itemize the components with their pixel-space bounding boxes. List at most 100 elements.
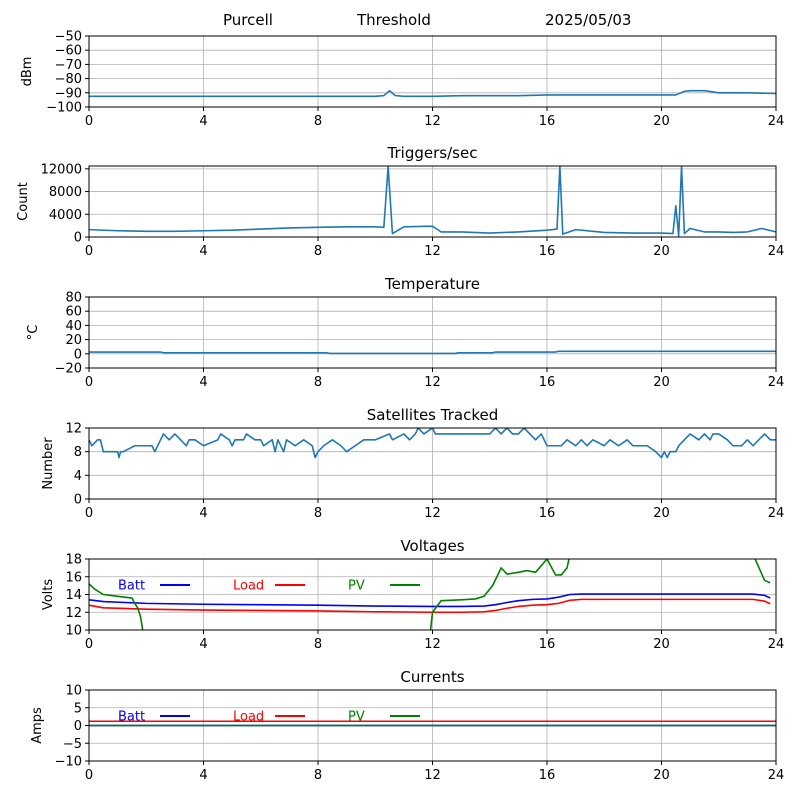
chart-panel-4: 0 4 8 12 16 20 24 10 12 14 16 18 Volts Voltages Batt Lo…: [41, 537, 784, 652]
x-tick-label: 20: [653, 244, 670, 259]
x-tick-label: 8: [314, 375, 322, 390]
y-axis-label: Amps: [30, 707, 45, 744]
x-tick-label: 0: [85, 375, 93, 390]
x-tick-label: 4: [199, 506, 207, 521]
x-tick-label: 8: [314, 506, 322, 521]
x-tick-label: 8: [314, 637, 322, 652]
x-tick-label: 0: [85, 114, 93, 129]
y-tick-label: 12: [65, 606, 82, 621]
y-tick-label: 0: [74, 347, 82, 362]
y-axis-label: dBm: [20, 57, 35, 87]
legend-label-batt: Batt: [118, 710, 145, 725]
x-tick-label: 12: [424, 506, 441, 521]
y-axis-label: °C: [26, 325, 41, 341]
x-tick-label: 24: [768, 375, 785, 390]
x-tick-label: 4: [199, 637, 207, 652]
series-line-pv: [89, 559, 771, 630]
y-tick-label: −70: [55, 58, 82, 73]
chart-panel-1: 0 4 8 12 16 20 24 0 4000 8000 12000 Count Triggers/s…: [16, 144, 784, 259]
series-line-0: [89, 89, 776, 98]
legend-label-pv: PV: [348, 579, 365, 594]
y-tick-label: 16: [65, 570, 82, 585]
x-tick-label: 0: [85, 768, 93, 783]
y-tick-label: −5: [63, 737, 82, 752]
x-tick-label: 20: [653, 506, 670, 521]
y-axis-label: Number: [41, 437, 56, 490]
y-tick-label: −50: [55, 30, 82, 45]
series-line-load: [89, 598, 771, 614]
y-tick-label: 0: [74, 719, 82, 734]
x-tick-label: 12: [424, 244, 441, 259]
y-tick-label: −20: [55, 362, 82, 377]
x-tick-label: 12: [424, 114, 441, 129]
y-tick-label: −80: [55, 72, 82, 87]
x-tick-label: 12: [424, 375, 441, 390]
chart-panel-0: 0 4 8 12 16 20 24 −100−90−80−70−60−50 dBm: [20, 30, 784, 130]
y-tick-label: 4: [74, 469, 82, 484]
x-tick-label: 24: [768, 506, 785, 521]
y-axis-label: Count: [16, 182, 31, 221]
chart-panel-3: 0 4 8 12 16 20 24 0 4 8 12 Number Satellites Tracked: [41, 406, 784, 521]
y-tick-label: 12: [65, 422, 82, 437]
series-line-batt: [89, 593, 771, 608]
y-tick-label: 0: [74, 493, 82, 508]
y-tick-label: −100: [46, 101, 82, 116]
x-tick-label: 4: [199, 375, 207, 390]
series-line-0: [89, 428, 776, 459]
x-tick-label: 16: [539, 244, 556, 259]
legend-label-load: Load: [233, 579, 264, 594]
x-tick-label: 4: [199, 244, 207, 259]
x-tick-label: 24: [768, 768, 785, 783]
y-tick-label: 10: [65, 624, 82, 639]
y-tick-label: −60: [55, 44, 82, 59]
x-tick-label: 16: [539, 114, 556, 129]
x-tick-label: 24: [768, 244, 785, 259]
x-tick-label: 8: [314, 114, 322, 129]
x-tick-label: 16: [539, 637, 556, 652]
x-tick-label: 16: [539, 768, 556, 783]
y-tick-label: 12000: [41, 162, 82, 177]
y-tick-label: 80: [65, 291, 82, 306]
y-tick-label: 8000: [49, 185, 82, 200]
legend-label-pv: PV: [348, 710, 365, 725]
x-tick-label: 8: [314, 244, 322, 259]
y-tick-label: 8: [74, 445, 82, 460]
y-tick-label: −10: [55, 755, 82, 770]
y-tick-label: 5: [74, 701, 82, 716]
chart-title: Satellites Tracked: [367, 406, 498, 424]
x-tick-label: 12: [424, 637, 441, 652]
y-tick-label: −90: [55, 86, 82, 101]
x-tick-label: 20: [653, 637, 670, 652]
x-tick-label: 12: [424, 768, 441, 783]
x-tick-label: 20: [653, 768, 670, 783]
x-tick-label: 24: [768, 637, 785, 652]
x-tick-label: 16: [539, 375, 556, 390]
chart-title: Triggers/sec: [387, 144, 478, 162]
y-tick-label: 0: [74, 231, 82, 246]
x-tick-label: 16: [539, 506, 556, 521]
y-tick-label: 14: [65, 588, 82, 603]
header-mode: Threshold: [357, 11, 431, 29]
x-tick-label: 4: [199, 768, 207, 783]
y-tick-label: 4000: [49, 208, 82, 223]
legend-label-batt: Batt: [118, 579, 145, 594]
y-tick-label: 10: [65, 684, 82, 699]
x-tick-label: 20: [653, 114, 670, 129]
y-tick-label: 18: [65, 553, 82, 568]
x-tick-label: 24: [768, 114, 785, 129]
x-tick-label: 0: [85, 244, 93, 259]
chart-title: Voltages: [400, 537, 464, 555]
x-tick-label: 4: [199, 114, 207, 129]
chart-panel-5: 0 4 8 12 16 20 24 −10 −5 0 5 10 Amps Currents Batt Load…: [30, 668, 784, 783]
x-tick-label: 8: [314, 768, 322, 783]
x-tick-label: 0: [85, 637, 93, 652]
header-site: Purcell: [223, 11, 273, 29]
y-tick-label: 20: [65, 333, 82, 348]
chart-title: Temperature: [384, 275, 480, 293]
y-tick-label: 40: [65, 319, 82, 334]
header-date: 2025/05/03: [545, 11, 632, 29]
series-line-0: [89, 166, 776, 237]
y-tick-label: 60: [65, 305, 82, 320]
